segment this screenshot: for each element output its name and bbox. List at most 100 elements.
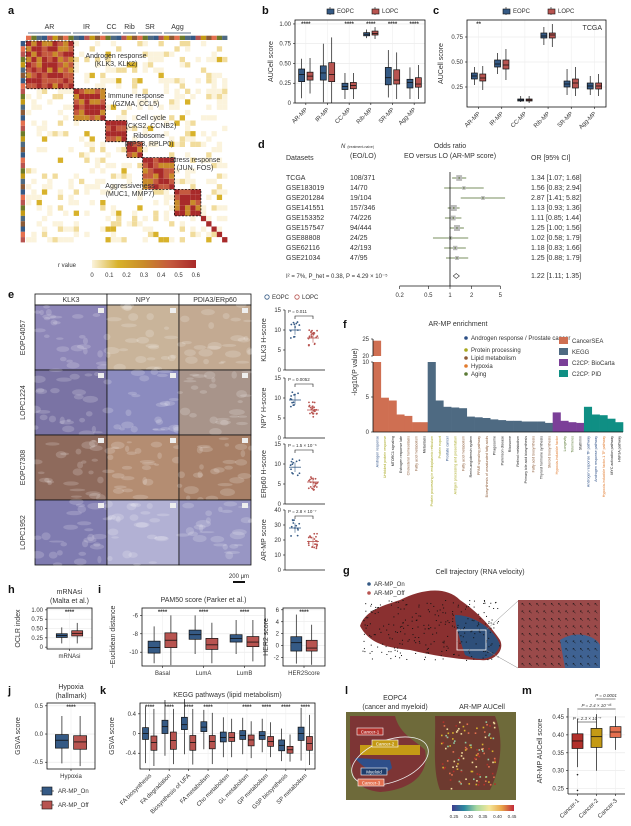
heatmap-cell [174,104,180,110]
tissue-texture [93,542,101,547]
colorbar-tick: 0.35 [479,814,488,819]
velocity-arrow [364,624,366,626]
velocity-arrow [377,606,379,608]
velocity-arrow [407,640,409,642]
data-point [310,331,312,334]
velocity-arrow [374,613,376,615]
data-point [298,324,301,326]
tissue-texture [179,407,191,416]
heatmap-cell [73,115,79,121]
velocity-arrow [390,651,392,653]
group-label-AR: AR [45,24,55,31]
heatmap-cell [116,221,122,227]
module-box [142,157,175,190]
tissue-texture [66,418,71,422]
annotation-cell [79,35,85,40]
heatmap-cell [169,157,175,163]
box-AR-MP_On [290,636,303,652]
heatmap-cell [174,99,180,105]
velocity-arrow [374,634,376,636]
heatmap-cell [121,162,127,169]
module-label: Ribosome [133,133,165,140]
annotation-cell [20,200,25,206]
title-left: EOPC4 [383,695,407,702]
velocity-arrow-glyph: ↖ [565,602,569,608]
heatmap-cell [169,141,175,147]
heatmap-cell [105,237,111,243]
bar-Hypoxia-inducible factor [552,412,561,432]
heatmap-cell [52,78,58,84]
heatmap-cell [153,162,159,169]
tissue-texture [81,441,96,449]
velocity-arrow [497,608,499,610]
heatmap-cell [142,237,148,243]
annotation-cell [169,35,175,40]
tissue-texture [50,319,58,326]
heatmap-cell [57,67,64,73]
data-point [312,489,315,491]
heatmap-cell [52,173,58,179]
group-label-Agg: Agg [171,24,184,31]
heatmap-cell [63,115,69,121]
heatmap-cell [185,152,191,158]
heatmap-cell [68,194,74,200]
aucell-spot [455,731,458,733]
theme-legend-dot [464,356,468,360]
tissue-texture [160,427,170,431]
x-tick-label: AR-MP [291,107,309,125]
velocity-arrow-glyph: ↖ [536,655,540,661]
aucell-spot [452,766,454,769]
tissue-texture [79,417,86,423]
subtitle-left: (cancer and myeloid) [362,704,427,711]
heatmap-cell [126,62,132,68]
heatmap-cell [100,189,106,195]
dataset-n: 19/104 [350,195,372,202]
pvalue-label: P = 2.3 × 10⁻⁷ [573,716,602,721]
legend-swatch [41,786,53,796]
aucell-spot [478,749,481,751]
significance-marker: ** [476,22,481,28]
tissue-texture [107,556,113,562]
velocity-arrow [391,638,393,640]
ihc-tile [178,499,252,566]
heatmap-cell [222,215,228,222]
heatmap-cell [163,51,170,57]
velocity-arrow [496,622,498,624]
heatmap-cell [153,173,159,179]
heatmap-cell [36,194,42,200]
y-tick-label: 0 [288,101,292,107]
panel-e-ihc: KLK3 NPY PDIA3/ERp60EOPC4057LOPC1224EOPC73… [20,293,325,583]
heatmap-cell [63,56,69,63]
y-tick-label: 40 [274,508,281,514]
heatmap-cell [121,131,127,137]
heatmap-cell [31,72,37,79]
theme-legend-label: Androgen response / Prostate cancer [471,336,570,342]
heatmap-cell [26,72,32,79]
ihc-tile [106,304,180,371]
significance-marker: **** [240,610,250,616]
heatmap-cell [147,157,154,163]
velocity-arrow [452,620,454,622]
heatmap-cell [57,41,64,47]
heatmap-cell [100,200,106,206]
y-tick-label: 10 [274,462,281,468]
heatmap-cell [57,205,64,211]
aucell-spot [475,758,477,761]
bar-MTORC1 signaling [388,400,397,432]
heatmap-cell [158,115,164,121]
tissue-texture [198,349,213,357]
heatmap-cell [41,136,48,142]
velocity-arrow [477,622,479,624]
ihc-tile [178,304,252,371]
velocity-arrow [438,615,440,617]
heatmap-cell [110,67,117,73]
data-point [290,468,292,471]
velocity-arrow [370,610,372,612]
tissue-texture [37,471,45,475]
tissue-texture [209,427,222,436]
velocity-arrow [400,631,402,633]
heatmap-cell [100,94,106,100]
tissue-texture [66,510,82,516]
dataset-n: 108/371 [350,175,375,182]
heatmap-cell [52,51,58,57]
